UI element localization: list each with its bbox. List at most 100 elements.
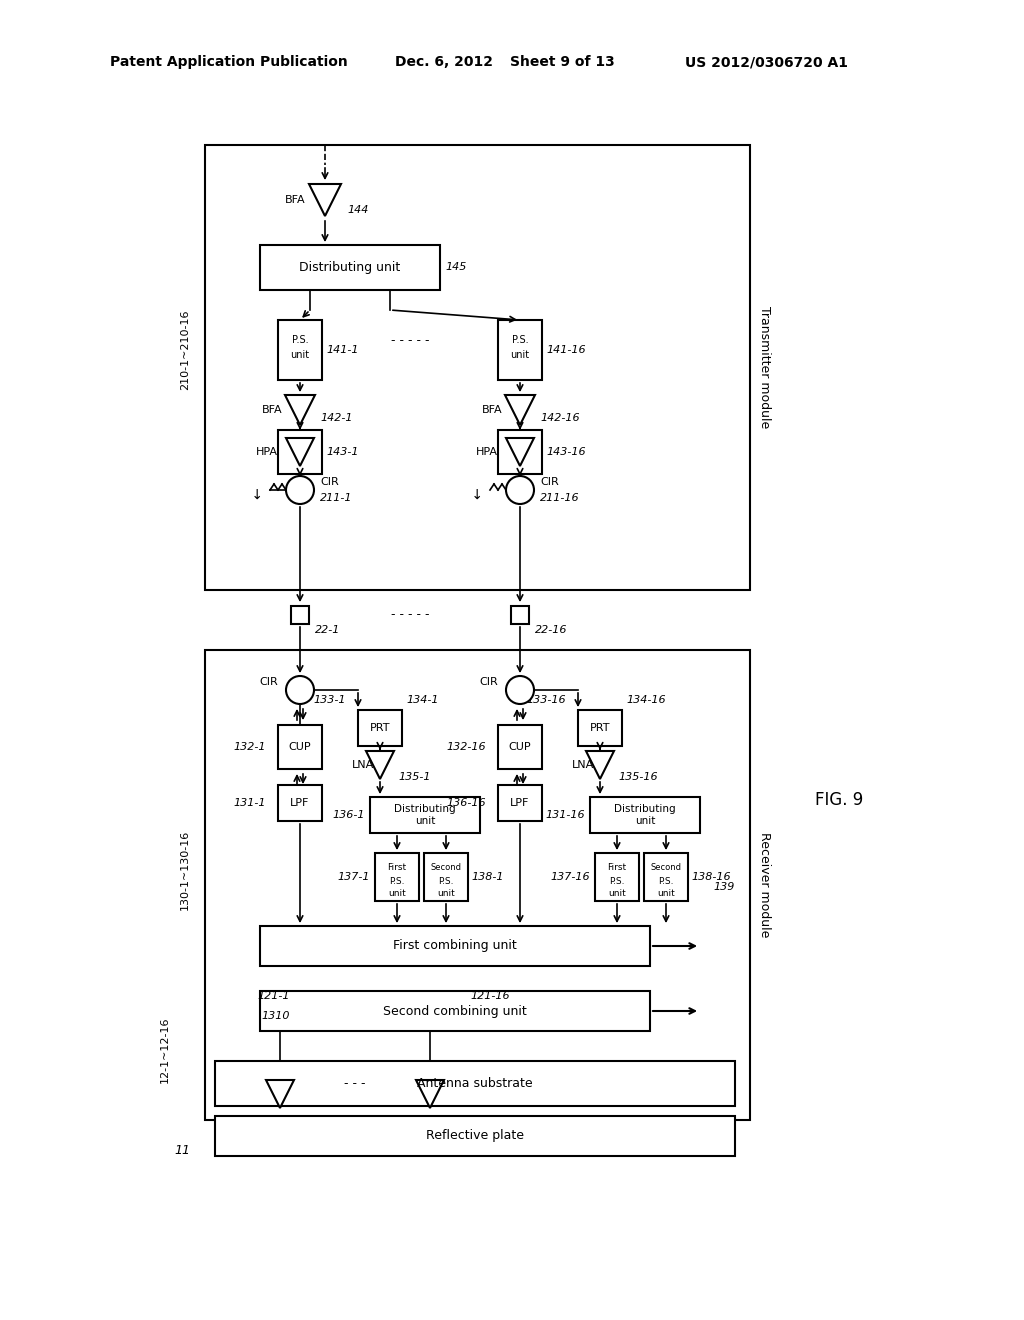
Polygon shape <box>505 395 535 425</box>
Bar <box>260 991 650 1031</box>
Text: Second: Second <box>430 863 462 873</box>
Text: Distributing
unit: Distributing unit <box>614 804 676 826</box>
Text: 1310: 1310 <box>261 1011 290 1020</box>
Text: Transmitter module: Transmitter module <box>758 306 771 429</box>
Bar <box>511 606 529 624</box>
Text: 11: 11 <box>174 1143 190 1156</box>
Text: CUP: CUP <box>509 742 531 752</box>
Text: 138-16: 138-16 <box>691 873 731 882</box>
Text: 211-1: 211-1 <box>319 492 352 503</box>
Text: 135-1: 135-1 <box>398 772 430 781</box>
Bar <box>498 785 542 821</box>
Circle shape <box>506 477 534 504</box>
Bar <box>498 430 542 474</box>
Bar <box>278 319 322 380</box>
Circle shape <box>506 676 534 704</box>
Text: LPF: LPF <box>510 799 529 808</box>
Text: 211-16: 211-16 <box>540 492 580 503</box>
Text: First: First <box>607 863 627 873</box>
Text: 22-1: 22-1 <box>315 624 340 635</box>
Text: FIG. 9: FIG. 9 <box>815 791 863 809</box>
Bar <box>498 725 542 770</box>
Bar <box>498 319 542 380</box>
Text: CIR: CIR <box>259 677 278 686</box>
Polygon shape <box>586 751 614 779</box>
Text: First combining unit: First combining unit <box>393 940 517 953</box>
Bar <box>278 430 322 474</box>
Text: 145: 145 <box>445 263 466 272</box>
Text: unit: unit <box>608 888 626 898</box>
Text: HPA: HPA <box>256 447 278 457</box>
Text: 144: 144 <box>347 205 369 215</box>
Text: Distributing unit: Distributing unit <box>299 261 400 275</box>
Bar <box>278 725 322 770</box>
Text: - - -: - - - <box>344 1077 366 1090</box>
Bar <box>595 853 639 902</box>
Text: P.S.: P.S. <box>292 335 308 345</box>
Text: 137-1: 137-1 <box>338 873 370 882</box>
Polygon shape <box>266 1080 294 1107</box>
Text: 121-16: 121-16 <box>470 991 510 1001</box>
Bar <box>424 853 468 902</box>
Bar <box>278 785 322 821</box>
Text: BFA: BFA <box>262 405 283 414</box>
Text: Patent Application Publication: Patent Application Publication <box>110 55 348 69</box>
Text: 134-16: 134-16 <box>626 696 666 705</box>
Text: CIR: CIR <box>319 477 339 487</box>
Bar <box>215 1115 735 1156</box>
Text: Second combining unit: Second combining unit <box>383 1005 527 1018</box>
Circle shape <box>286 477 314 504</box>
Text: 139: 139 <box>713 882 734 892</box>
Text: LNA: LNA <box>572 760 594 770</box>
Text: US 2012/0306720 A1: US 2012/0306720 A1 <box>685 55 848 69</box>
Text: 143-1: 143-1 <box>326 447 358 457</box>
Polygon shape <box>286 438 314 466</box>
Text: 132-1: 132-1 <box>233 742 266 752</box>
Bar <box>215 1061 735 1106</box>
Text: 130-1~130-16: 130-1~130-16 <box>180 830 190 909</box>
Text: 136-1: 136-1 <box>333 810 365 820</box>
Text: - - - - -: - - - - - <box>391 609 429 622</box>
Polygon shape <box>416 1080 444 1107</box>
Text: Receiver module: Receiver module <box>758 833 771 937</box>
Text: 142-1: 142-1 <box>319 413 352 422</box>
Text: unit: unit <box>388 888 406 898</box>
Text: unit: unit <box>657 888 675 898</box>
Text: 141-1: 141-1 <box>326 345 358 355</box>
Text: unit: unit <box>510 350 529 360</box>
Text: 22-16: 22-16 <box>535 624 567 635</box>
Text: LNA: LNA <box>352 760 374 770</box>
Text: P.S.: P.S. <box>512 335 528 345</box>
Text: 132-16: 132-16 <box>446 742 486 752</box>
Bar <box>205 649 750 1119</box>
Bar <box>260 927 650 966</box>
Text: CIR: CIR <box>540 477 559 487</box>
Text: PRT: PRT <box>370 723 390 733</box>
Text: PRT: PRT <box>590 723 610 733</box>
Text: Second: Second <box>650 863 682 873</box>
Text: 133-16: 133-16 <box>526 696 566 705</box>
Text: BFA: BFA <box>481 405 503 414</box>
Circle shape <box>286 676 314 704</box>
Text: ↑: ↑ <box>466 484 478 498</box>
Polygon shape <box>309 183 341 216</box>
Bar <box>291 606 309 624</box>
Text: CIR: CIR <box>479 677 498 686</box>
Text: 137-16: 137-16 <box>550 873 590 882</box>
Polygon shape <box>366 751 394 779</box>
Bar <box>370 797 480 833</box>
Bar <box>578 710 622 746</box>
Text: BFA: BFA <box>285 195 305 205</box>
Text: Sheet 9 of 13: Sheet 9 of 13 <box>510 55 614 69</box>
Bar <box>260 246 440 290</box>
Text: 133-1: 133-1 <box>313 696 346 705</box>
Text: 143-16: 143-16 <box>546 447 586 457</box>
Text: 142-16: 142-16 <box>540 413 580 422</box>
Text: 135-16: 135-16 <box>618 772 657 781</box>
Polygon shape <box>506 438 534 466</box>
Text: ↑: ↑ <box>246 484 258 498</box>
Text: 121-1: 121-1 <box>257 991 290 1001</box>
Text: 136-16: 136-16 <box>446 799 486 808</box>
Text: First: First <box>387 863 407 873</box>
Text: 134-1: 134-1 <box>406 696 438 705</box>
